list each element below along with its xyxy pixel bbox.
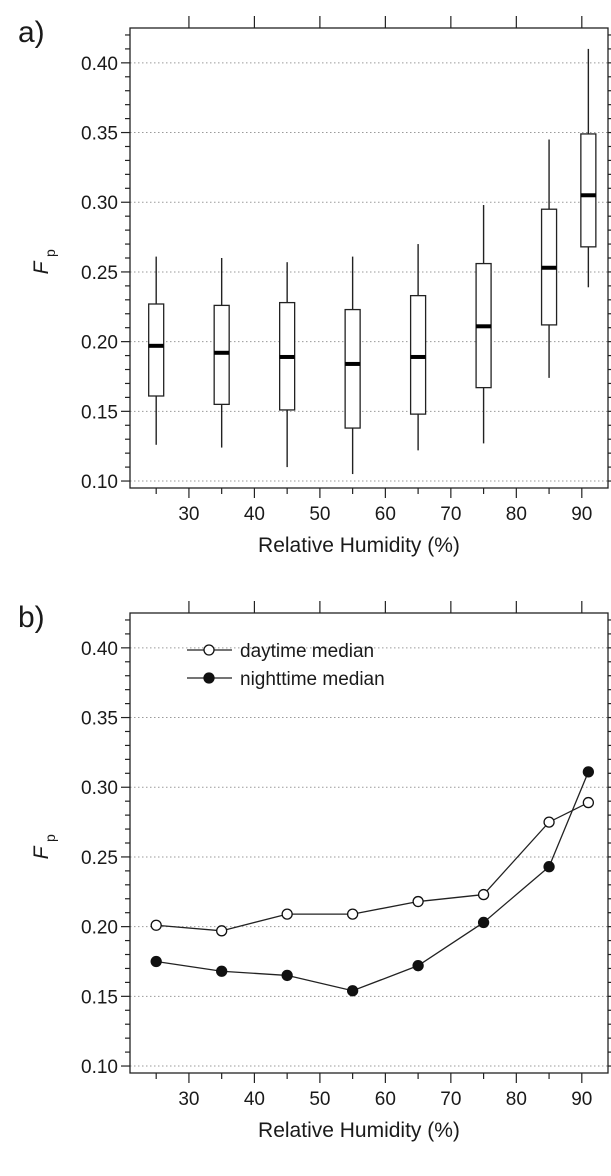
data-point-daytime [412,895,424,908]
data-point-daytime [346,908,359,920]
x-axis-title: Relative Humidity (%) [258,1119,460,1142]
data-point-nighttime [216,965,228,977]
x-tick-label: 70 [440,504,461,525]
y-axis-title-main: F [30,845,53,859]
y-axis-title: Fp [30,834,58,859]
box [213,304,230,406]
panel-label: a) [18,16,45,49]
x-tick-label: 90 [571,1089,592,1110]
box-plot-chart: 0.10 0.15 0.20 0.25 0.30 0.35 0.40 30 40 50 60 70 80… [18,16,611,557]
data-point-daytime [543,816,555,828]
box [580,133,597,248]
y-tick-label: 0.10 [81,1057,118,1078]
data-point-daytime [150,919,162,931]
data-point-daytime [477,888,490,901]
x-tick-label: 30 [178,504,199,525]
x-tick-label: 80 [506,1089,527,1110]
y-tick-label: 0.20 [81,333,118,354]
series-line-nighttime [156,771,589,992]
y-tick-label: 0.25 [81,848,118,869]
y-axis-title-sub: p [42,249,58,257]
y-tick-label: 0.20 [81,918,118,939]
y-tick-label: 0.40 [81,639,118,660]
box [409,294,427,415]
line-chart: 0.10 0.15 0.20 0.25 0.30 0.35 0.40 30 40 50 60 70 80… [18,601,611,1142]
data-point-nighttime [281,969,293,982]
x-tick-label: 90 [571,504,592,525]
box [344,308,361,429]
y-tick-label: 0.30 [81,193,118,214]
data-point-nighttime [543,861,555,873]
x-tick-label: 80 [506,504,527,525]
data-point-daytime [582,796,595,809]
x-axis-title: Relative Humidity (%) [258,534,460,557]
x-tick-label: 60 [375,504,396,525]
legend-marker [203,644,215,656]
panel-label: b) [18,601,45,634]
box [148,303,165,397]
y-tick-label: 0.35 [81,709,118,730]
chart-panel-b: 0.10 0.15 0.20 0.25 0.30 0.35 0.40 30 40 50 60 70 80… [0,585,611,1171]
y-tick-label: 0.10 [81,472,118,493]
x-tick-label: 50 [309,504,330,525]
data-point-daytime [281,908,293,920]
series-line-daytime [156,801,589,932]
y-tick-label: 0.25 [81,263,118,284]
data-point-nighttime [582,766,595,778]
y-axis-title-main: F [30,260,53,274]
x-tick-label: 40 [244,1089,265,1110]
legend-marker [203,672,215,684]
legend-label: nighttime median [240,669,385,690]
y-axis-title: Fp [30,249,58,274]
chart-panel-a: 0.10 0.15 0.20 0.25 0.30 0.35 0.40 30 40 50 60 70 80… [0,0,611,585]
x-tick-label: 50 [309,1089,330,1110]
y-tick-label: 0.35 [81,124,118,145]
data-point-nighttime [477,916,490,929]
data-point-nighttime [150,955,162,968]
legend-label: daytime median [240,641,374,662]
y-tick-label: 0.15 [81,987,118,1008]
data-point-nighttime [346,985,359,997]
y-tick-label: 0.40 [81,54,118,75]
data-point-nighttime [412,960,424,972]
x-tick-label: 30 [178,1089,199,1110]
data-point-daytime [216,925,228,937]
x-tick-label: 70 [440,1089,461,1110]
y-axis-title-sub: p [42,834,58,842]
x-tick-label: 60 [375,1089,396,1110]
plot-frame [129,27,609,489]
y-tick-label: 0.30 [81,778,118,799]
y-tick-label: 0.15 [81,402,118,423]
x-tick-label: 40 [244,504,265,525]
